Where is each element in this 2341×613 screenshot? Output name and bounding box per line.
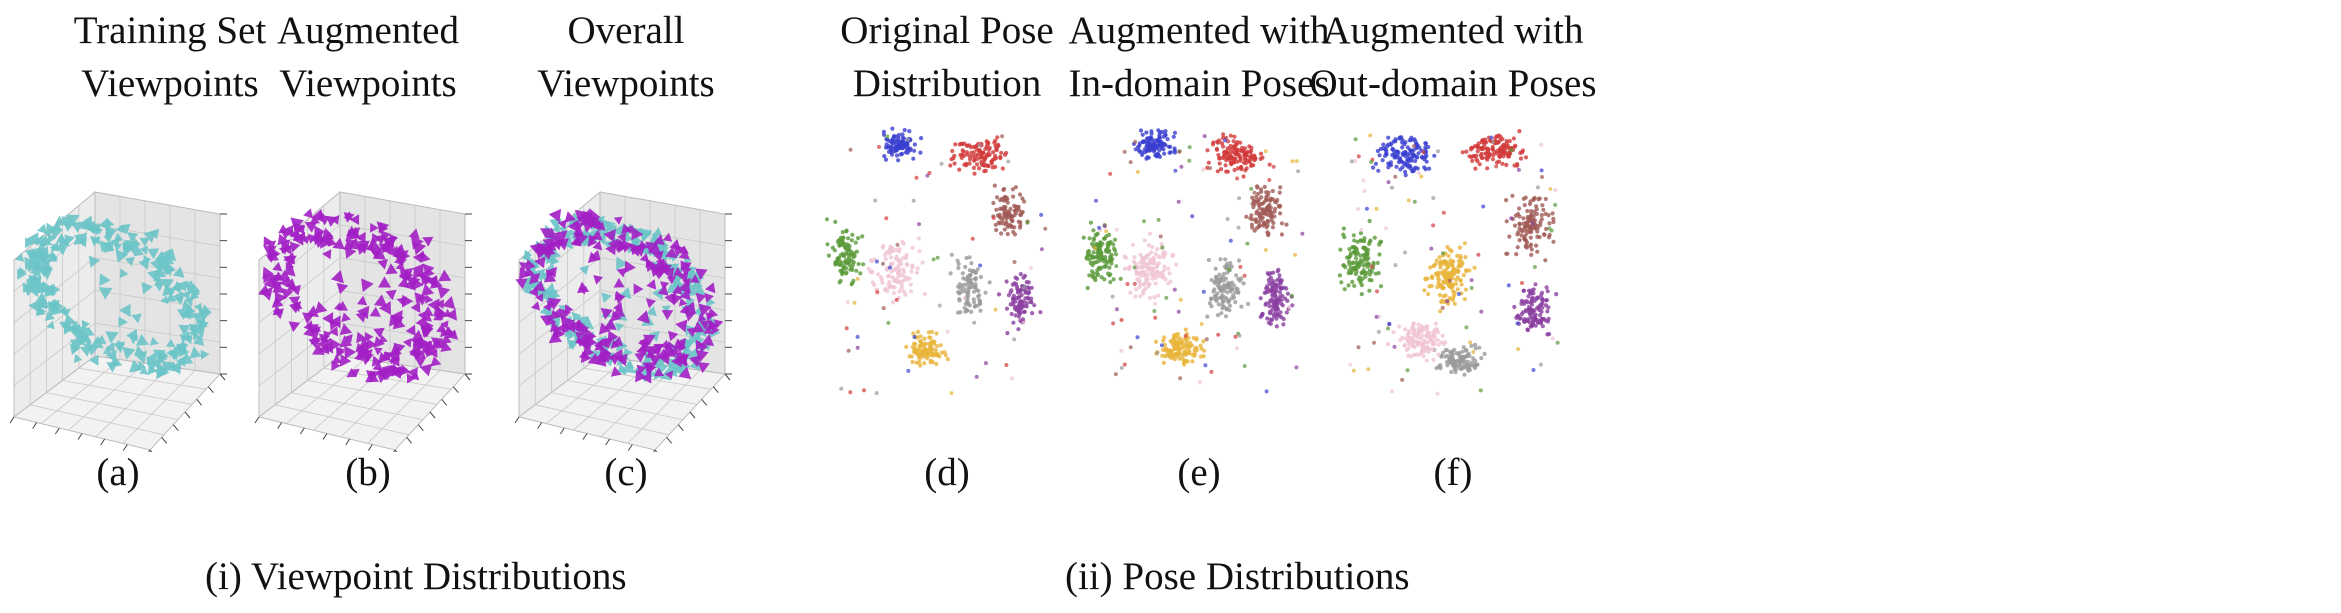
panel-f-label: (f) xyxy=(1433,451,1473,494)
panel-e-title: Augmented with In-domain Poses xyxy=(1019,4,1379,110)
panel-c-title-line1: Overall xyxy=(567,9,685,52)
group-label-pose: (ii) Pose Distributions xyxy=(1065,555,1410,598)
viewpoint-markers xyxy=(15,214,212,379)
panel-f-title-line2: Out-domain Poses xyxy=(1309,62,1597,105)
panel-a-title-line1: Training Set xyxy=(73,9,267,52)
panel-e-label: (e) xyxy=(1177,451,1221,494)
pose-plot-f xyxy=(1337,129,1560,396)
pose-points xyxy=(1081,128,1305,394)
group-label-viewpoint: (i) Viewpoint Distributions xyxy=(205,555,627,598)
panel-d-title-line2: Distribution xyxy=(852,62,1042,105)
panel-e-title-line2: In-domain Poses xyxy=(1068,62,1330,105)
pose-plot-d xyxy=(824,126,1048,396)
viewpoint-markers xyxy=(258,208,459,384)
panel-b-title-line1: Augmented xyxy=(277,9,459,52)
panel-d-title-line1: Original Pose xyxy=(840,9,1054,52)
panel-c-title-line2: Viewpoints xyxy=(537,62,715,105)
viewpoint-plot-c xyxy=(514,190,732,452)
panel-f-title: Augmented with Out-domain Poses xyxy=(1273,4,1633,110)
pose-points xyxy=(824,126,1048,396)
panel-e-title-line1: Augmented with xyxy=(1068,9,1330,52)
panel-d-title: Original Pose Distribution xyxy=(767,4,1127,110)
panel-b-title: Augmented Viewpoints xyxy=(188,4,548,110)
pose-plot-e xyxy=(1081,128,1305,394)
panel-a-title: Training Set Viewpoints xyxy=(0,4,350,110)
pose-points xyxy=(1337,129,1560,396)
panel-f-title-line1: Augmented with xyxy=(1322,9,1584,52)
panel-c-title: Overall Viewpoints xyxy=(446,4,806,110)
panel-d-label: (d) xyxy=(924,451,970,494)
viewpoint-plot-b xyxy=(254,190,472,452)
viewpoint-plot-a xyxy=(9,190,227,452)
panel-a-title-line2: Viewpoints xyxy=(81,62,259,105)
panel-a-label: (a) xyxy=(96,451,140,494)
panel-b-title-line2: Viewpoints xyxy=(279,62,457,105)
panel-c-label: (c) xyxy=(604,451,648,494)
panel-b-label: (b) xyxy=(345,451,391,494)
viewpoint-markers xyxy=(515,208,724,384)
